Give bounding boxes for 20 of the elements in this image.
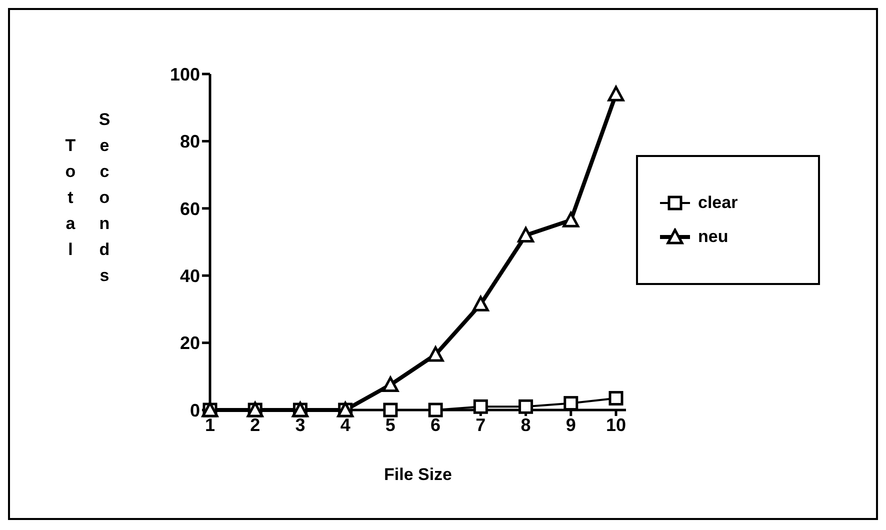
y-tick-label: 80 xyxy=(180,132,200,152)
x-tick-label: 8 xyxy=(520,414,531,435)
x-tick-label: 1 xyxy=(204,414,216,435)
x-axis-title: File Size xyxy=(384,465,452,484)
x-tick-label: 9 xyxy=(566,414,576,435)
y-tick-label: 0 xyxy=(190,400,200,420)
x-tick-label: 5 xyxy=(385,414,396,435)
legend-label: clear xyxy=(698,193,738,213)
x-tick-label: 6 xyxy=(430,414,441,435)
y-axis-title: Total Seconds xyxy=(60,110,114,292)
y-tick-label: 60 xyxy=(180,198,200,219)
x-tick-label: 3 xyxy=(295,414,306,435)
x-tick-label: 7 xyxy=(476,414,486,435)
x-tick-label: 10 xyxy=(606,414,626,435)
x-tick-label: 2 xyxy=(250,414,260,435)
y-tick-label: 100 xyxy=(170,64,200,84)
legend-label: neu xyxy=(698,227,728,247)
y-tick-label: 40 xyxy=(180,266,200,286)
y-tick-label: 20 xyxy=(180,333,200,354)
x-tick-label: 4 xyxy=(340,414,350,435)
